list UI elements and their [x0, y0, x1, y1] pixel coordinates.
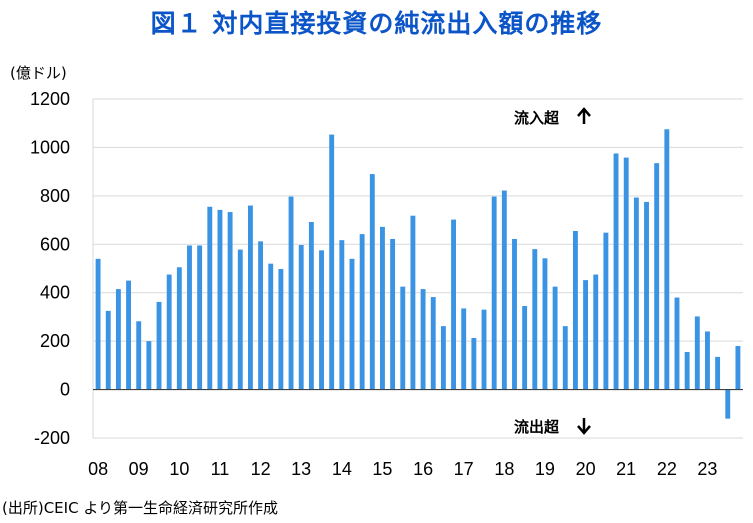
bar	[410, 215, 416, 390]
x-tick-label: 10	[169, 459, 189, 479]
bar	[451, 219, 456, 390]
x-tick-label: 15	[372, 459, 392, 479]
up-arrow-icon	[577, 107, 591, 124]
bar	[440, 326, 446, 390]
bar	[197, 245, 203, 390]
x-tick-label: 20	[576, 459, 596, 479]
bar	[187, 245, 192, 390]
y-tick-label: 400	[40, 283, 70, 303]
bar	[705, 331, 710, 390]
bar	[136, 321, 142, 390]
bar	[308, 222, 314, 390]
bar	[247, 205, 253, 390]
x-tick-label: 19	[535, 459, 555, 479]
y-tick-label: 800	[40, 186, 70, 206]
x-tick-label: 13	[291, 459, 311, 479]
y-tick-label: 0	[60, 380, 70, 400]
bar	[166, 274, 172, 390]
x-tick-label: 22	[657, 459, 677, 479]
bar	[146, 341, 152, 390]
bar	[603, 232, 609, 390]
x-tick-label: 12	[251, 459, 271, 479]
down-arrow-icon	[577, 418, 591, 435]
bar	[552, 286, 558, 390]
bar	[339, 240, 345, 390]
x-tick-label: 18	[494, 459, 514, 479]
x-tick-label: 16	[413, 459, 433, 479]
bar	[613, 153, 619, 390]
bar	[319, 250, 324, 390]
bar	[298, 245, 304, 390]
bar	[369, 174, 375, 390]
inflow-annotation: 流入超	[514, 109, 560, 127]
bar	[623, 157, 629, 390]
bar	[562, 326, 568, 390]
bar	[725, 389, 731, 419]
bar	[359, 234, 365, 390]
x-tick-label: 14	[332, 459, 352, 479]
x-tick-label: 11	[211, 459, 230, 479]
y-tick-label: -200	[34, 428, 70, 448]
outflow-annotation: 流出超	[514, 418, 560, 436]
bar	[268, 263, 274, 390]
y-tick-label: 1200	[30, 89, 70, 109]
y-tick-label: 1000	[30, 137, 70, 157]
source-note: (出所)CEIC より第一生命経済研究所作成	[2, 499, 279, 517]
y-tick-label: 200	[40, 331, 70, 351]
bar	[349, 258, 355, 390]
bar	[420, 289, 426, 390]
bar	[430, 297, 436, 390]
bar	[115, 289, 121, 390]
bar	[674, 297, 680, 390]
bar	[491, 196, 497, 390]
x-tick-label: 08	[88, 459, 108, 479]
y-axis-unit-label: (億ドル)	[10, 64, 67, 82]
bar	[664, 129, 670, 390]
x-tick-label: 21	[616, 459, 636, 479]
chart-title: 図１ 対内直接投資の純流出入額の推移	[150, 9, 603, 38]
bar	[237, 249, 243, 390]
bar	[95, 258, 101, 390]
bar	[512, 238, 517, 390]
bar	[583, 280, 589, 390]
y-tick-label: 600	[40, 234, 70, 254]
bar	[227, 212, 233, 390]
bar	[288, 196, 294, 390]
bar	[532, 249, 538, 390]
bar	[176, 267, 182, 390]
bar	[329, 134, 335, 390]
bar	[542, 258, 548, 390]
bar	[471, 338, 477, 390]
bar	[278, 268, 284, 390]
bar	[105, 310, 111, 390]
bar	[593, 274, 599, 390]
x-tick-label: 09	[129, 459, 149, 479]
bar	[715, 356, 721, 390]
bar	[390, 238, 396, 390]
bar	[217, 209, 223, 390]
bar	[501, 190, 507, 390]
bar	[400, 286, 406, 390]
bar	[380, 226, 385, 390]
bar	[207, 206, 213, 390]
bar	[481, 309, 487, 390]
bar	[694, 316, 700, 390]
x-tick-label: 23	[697, 459, 717, 479]
x-tick-label: 17	[454, 459, 474, 479]
bar	[126, 280, 131, 390]
bar	[522, 306, 528, 390]
bar	[644, 201, 649, 390]
bar	[572, 230, 578, 390]
bar	[654, 163, 660, 390]
bar	[461, 308, 467, 390]
bar	[684, 352, 690, 390]
bar	[156, 301, 162, 390]
bar	[633, 197, 639, 390]
bar	[258, 241, 264, 390]
bar	[735, 345, 741, 390]
